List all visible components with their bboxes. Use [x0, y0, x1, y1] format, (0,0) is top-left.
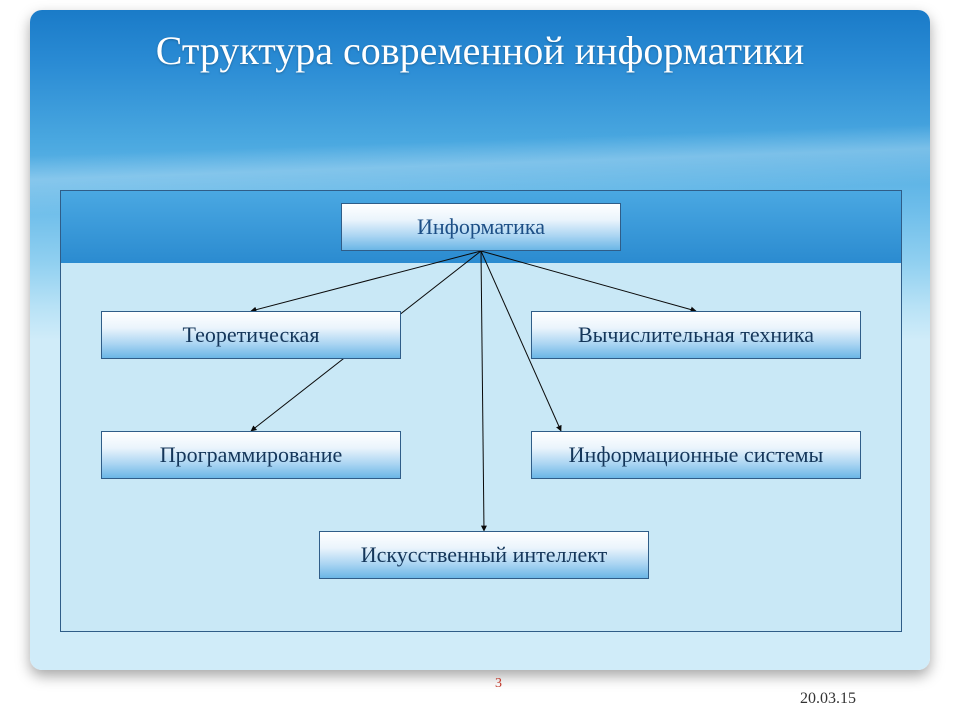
- node-programming-label: Программирование: [160, 442, 342, 468]
- node-theoretical: Теоретическая: [101, 311, 401, 359]
- node-theoretical-label: Теоретическая: [183, 322, 320, 348]
- node-programming: Программирование: [101, 431, 401, 479]
- node-infosystems-label: Информационные системы: [569, 442, 824, 468]
- slide-title: Структура современной информатики: [30, 28, 930, 74]
- diagram-panel: Информатика Теоретическая Вычислительная…: [60, 190, 902, 632]
- node-root: Информатика: [341, 203, 621, 251]
- node-hardware: Вычислительная техника: [531, 311, 861, 359]
- node-root-label: Информатика: [417, 214, 545, 240]
- node-hardware-label: Вычислительная техника: [578, 322, 814, 348]
- slide: Структура современной информатики Информ…: [30, 10, 930, 670]
- footer-date: 20.03.15: [800, 690, 856, 708]
- node-ai: Искусственный интеллект: [319, 531, 649, 579]
- node-infosystems: Информационные системы: [531, 431, 861, 479]
- page-number: 3: [495, 676, 502, 692]
- node-ai-label: Искусственный интеллект: [361, 542, 607, 568]
